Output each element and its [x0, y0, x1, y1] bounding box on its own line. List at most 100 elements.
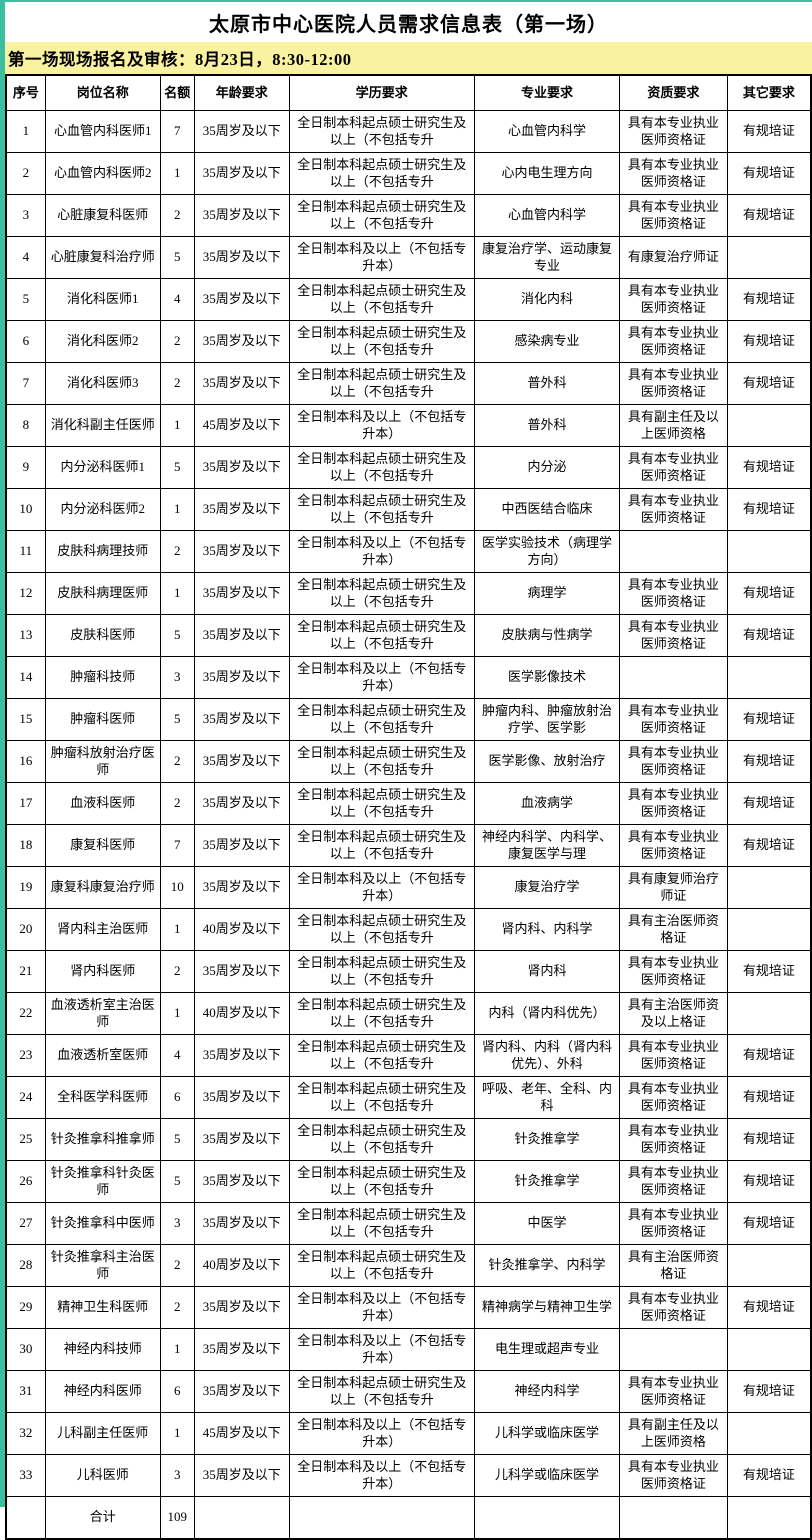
- table-row: 13 皮肤科医师 5 35周岁及以下 全日制本科起点硕士研究生及以上（不包括专升 皮肤病与…: [5, 614, 812, 657]
- cell-major: 医学影像、放射治疗: [473, 740, 621, 783]
- cell-other: 有规培证: [726, 698, 812, 741]
- cell-quota: 1: [159, 908, 195, 951]
- table-body: 1 心血管内科医师1 7 35周岁及以下 全日制本科起点硕士研究生及以上（不包括专升 心血…: [5, 110, 812, 1540]
- table-row: 15 肿瘤科医师 5 35周岁及以下 全日制本科起点硕士研究生及以上（不包括专升 肿瘤内科…: [5, 698, 812, 741]
- cell-position: 神经内科医师: [44, 1370, 161, 1413]
- cell-other: 有规培证: [726, 152, 812, 195]
- cell-other: 有规培证: [726, 1202, 812, 1245]
- cell-qualification: 具有本专业执业医师资格证: [619, 782, 728, 825]
- cell-age: 35周岁及以下: [193, 488, 290, 531]
- cell-age: 35周岁及以下: [193, 1286, 290, 1329]
- cell-qualification: 具有本专业执业医师资格证: [619, 698, 728, 741]
- cell-quota: 5: [159, 698, 195, 741]
- table-row: 1 心血管内科医师1 7 35周岁及以下 全日制本科起点硕士研究生及以上（不包括专升 心血…: [5, 110, 812, 153]
- table-row: 17 血液科医师 2 35周岁及以下 全日制本科起点硕士研究生及以上（不包括专升 血液病学…: [5, 782, 812, 825]
- cell-quota: 2: [159, 782, 195, 825]
- cell-age: 35周岁及以下: [193, 110, 290, 153]
- col-header-index: 序号: [5, 74, 46, 111]
- cell-education: 全日制本科及以上（不包括专升本）: [288, 236, 475, 279]
- cell-no: 15: [5, 698, 46, 741]
- cell-major: 肿瘤内科、肿瘤放射治疗学、医学影: [473, 698, 621, 741]
- cell-qualification: 有康复治疗师证: [619, 236, 728, 279]
- cell-no: 5: [5, 278, 46, 321]
- cell-position: 血液科医师: [44, 782, 161, 825]
- cell-age: 35周岁及以下: [193, 866, 290, 909]
- cell-quota: 5: [159, 1160, 195, 1203]
- cell-major: 普外科: [473, 362, 621, 405]
- cell-other: 有规培证: [726, 572, 812, 615]
- cell-education: 全日制本科起点硕士研究生及以上（不包括专升: [288, 740, 475, 783]
- cell-other: 有规培证: [726, 1370, 812, 1413]
- cell-education: 全日制本科起点硕士研究生及以上（不包括专升: [288, 572, 475, 615]
- cell-major: 消化内科: [473, 278, 621, 321]
- cell-quota: 2: [159, 740, 195, 783]
- cell-position: 儿科医师: [44, 1454, 161, 1497]
- cell-education: 全日制本科及以上（不包括专升本）: [288, 1412, 475, 1455]
- cell-major: 心血管内科学: [473, 110, 621, 153]
- cell-other: 有规培证: [726, 740, 812, 783]
- cell-education: 全日制本科起点硕士研究生及以上（不包括专升: [288, 194, 475, 237]
- cell-major: 神经内科学、内科学、康复医学与理: [473, 824, 621, 867]
- cell-position: 消化科医师3: [44, 362, 161, 405]
- cell-other: [726, 236, 812, 279]
- requirements-table: 序号 岗位名称 名额 年龄要求 学历要求 专业要求 资质要求 其它要求 1 心血管…: [5, 74, 812, 1540]
- cell-qualification: 具有副主任及以上医师资格: [619, 1412, 728, 1455]
- cell-no: 13: [5, 614, 46, 657]
- cell-age: 35周岁及以下: [193, 1034, 290, 1077]
- cell-education: 全日制本科及以上（不包括专升本）: [288, 656, 475, 699]
- cell-other: 有规培证: [726, 278, 812, 321]
- cell-quota: 7: [159, 110, 195, 153]
- cell-major: 康复治疗学、运动康复专业: [473, 236, 621, 279]
- cell-position: 针灸推拿科推拿师: [44, 1118, 161, 1161]
- cell-quota: 1: [159, 992, 195, 1035]
- cell-education: 全日制本科起点硕士研究生及以上（不包括专升: [288, 992, 475, 1035]
- cell-education: 全日制本科起点硕士研究生及以上（不包括专升: [288, 1370, 475, 1413]
- cell-major: 内分泌: [473, 446, 621, 489]
- cell-no: 29: [5, 1286, 46, 1329]
- cell-age: 35周岁及以下: [193, 656, 290, 699]
- cell-position: 针灸推拿科主治医师: [44, 1244, 161, 1287]
- cell-qualification: 具有本专业执业医师资格证: [619, 152, 728, 195]
- cell-position: 血液透析室主治医师: [44, 992, 161, 1035]
- cell-no: 8: [5, 404, 46, 447]
- cell-no: 2: [5, 152, 46, 195]
- cell-age: 35周岁及以下: [193, 698, 290, 741]
- cell-qualification: 具有本专业执业医师资格证: [619, 1118, 728, 1161]
- cell-qualification: 具有本专业执业医师资格证: [619, 614, 728, 657]
- cell-position: 神经内科技师: [44, 1328, 161, 1371]
- cell-qualification: 具有本专业执业医师资格证: [619, 1202, 728, 1245]
- cell-no: 26: [5, 1160, 46, 1203]
- cell-major: 内科（肾内科优先）: [473, 992, 621, 1035]
- col-header-qualification: 资质要求: [619, 74, 728, 111]
- cell-major: 病理学: [473, 572, 621, 615]
- cell-no: 30: [5, 1328, 46, 1371]
- cell-position: 消化科副主任医师: [44, 404, 161, 447]
- cell-other: [726, 992, 812, 1035]
- cell-position: 精神卫生科医师: [44, 1286, 161, 1329]
- cell-education: 全日制本科起点硕士研究生及以上（不包括专升: [288, 488, 475, 531]
- cell-other: 有规培证: [726, 362, 812, 405]
- cell-age: 35周岁及以下: [193, 740, 290, 783]
- top-accent-line: [0, 0, 812, 2]
- cell-age: 40周岁及以下: [193, 992, 290, 1035]
- cell-other: 有规培证: [726, 1034, 812, 1077]
- cell-age: 35周岁及以下: [193, 278, 290, 321]
- cell-quota: 109: [159, 1496, 195, 1540]
- cell-quota: 3: [159, 1202, 195, 1245]
- cell-no: 22: [5, 992, 46, 1035]
- cell-other: 有规培证: [726, 1118, 812, 1161]
- cell-position: 心脏康复科治疗师: [44, 236, 161, 279]
- cell-other: 有规培证: [726, 782, 812, 825]
- cell-position: 内分泌科医师2: [44, 488, 161, 531]
- cell-major: 针灸推拿学、内科学: [473, 1244, 621, 1287]
- cell-qualification: [619, 1496, 728, 1540]
- cell-qualification: 具有本专业执业医师资格证: [619, 194, 728, 237]
- cell-major: 感染病专业: [473, 320, 621, 363]
- cell-qualification: 具有本专业执业医师资格证: [619, 1076, 728, 1119]
- cell-major: 普外科: [473, 404, 621, 447]
- cell-position: 心血管内科医师1: [44, 110, 161, 153]
- table-row: 26 针灸推拿科针灸医师 5 35周岁及以下 全日制本科起点硕士研究生及以上（不包括专升…: [5, 1160, 812, 1203]
- cell-no: 4: [5, 236, 46, 279]
- cell-no: 20: [5, 908, 46, 951]
- cell-other: [726, 908, 812, 951]
